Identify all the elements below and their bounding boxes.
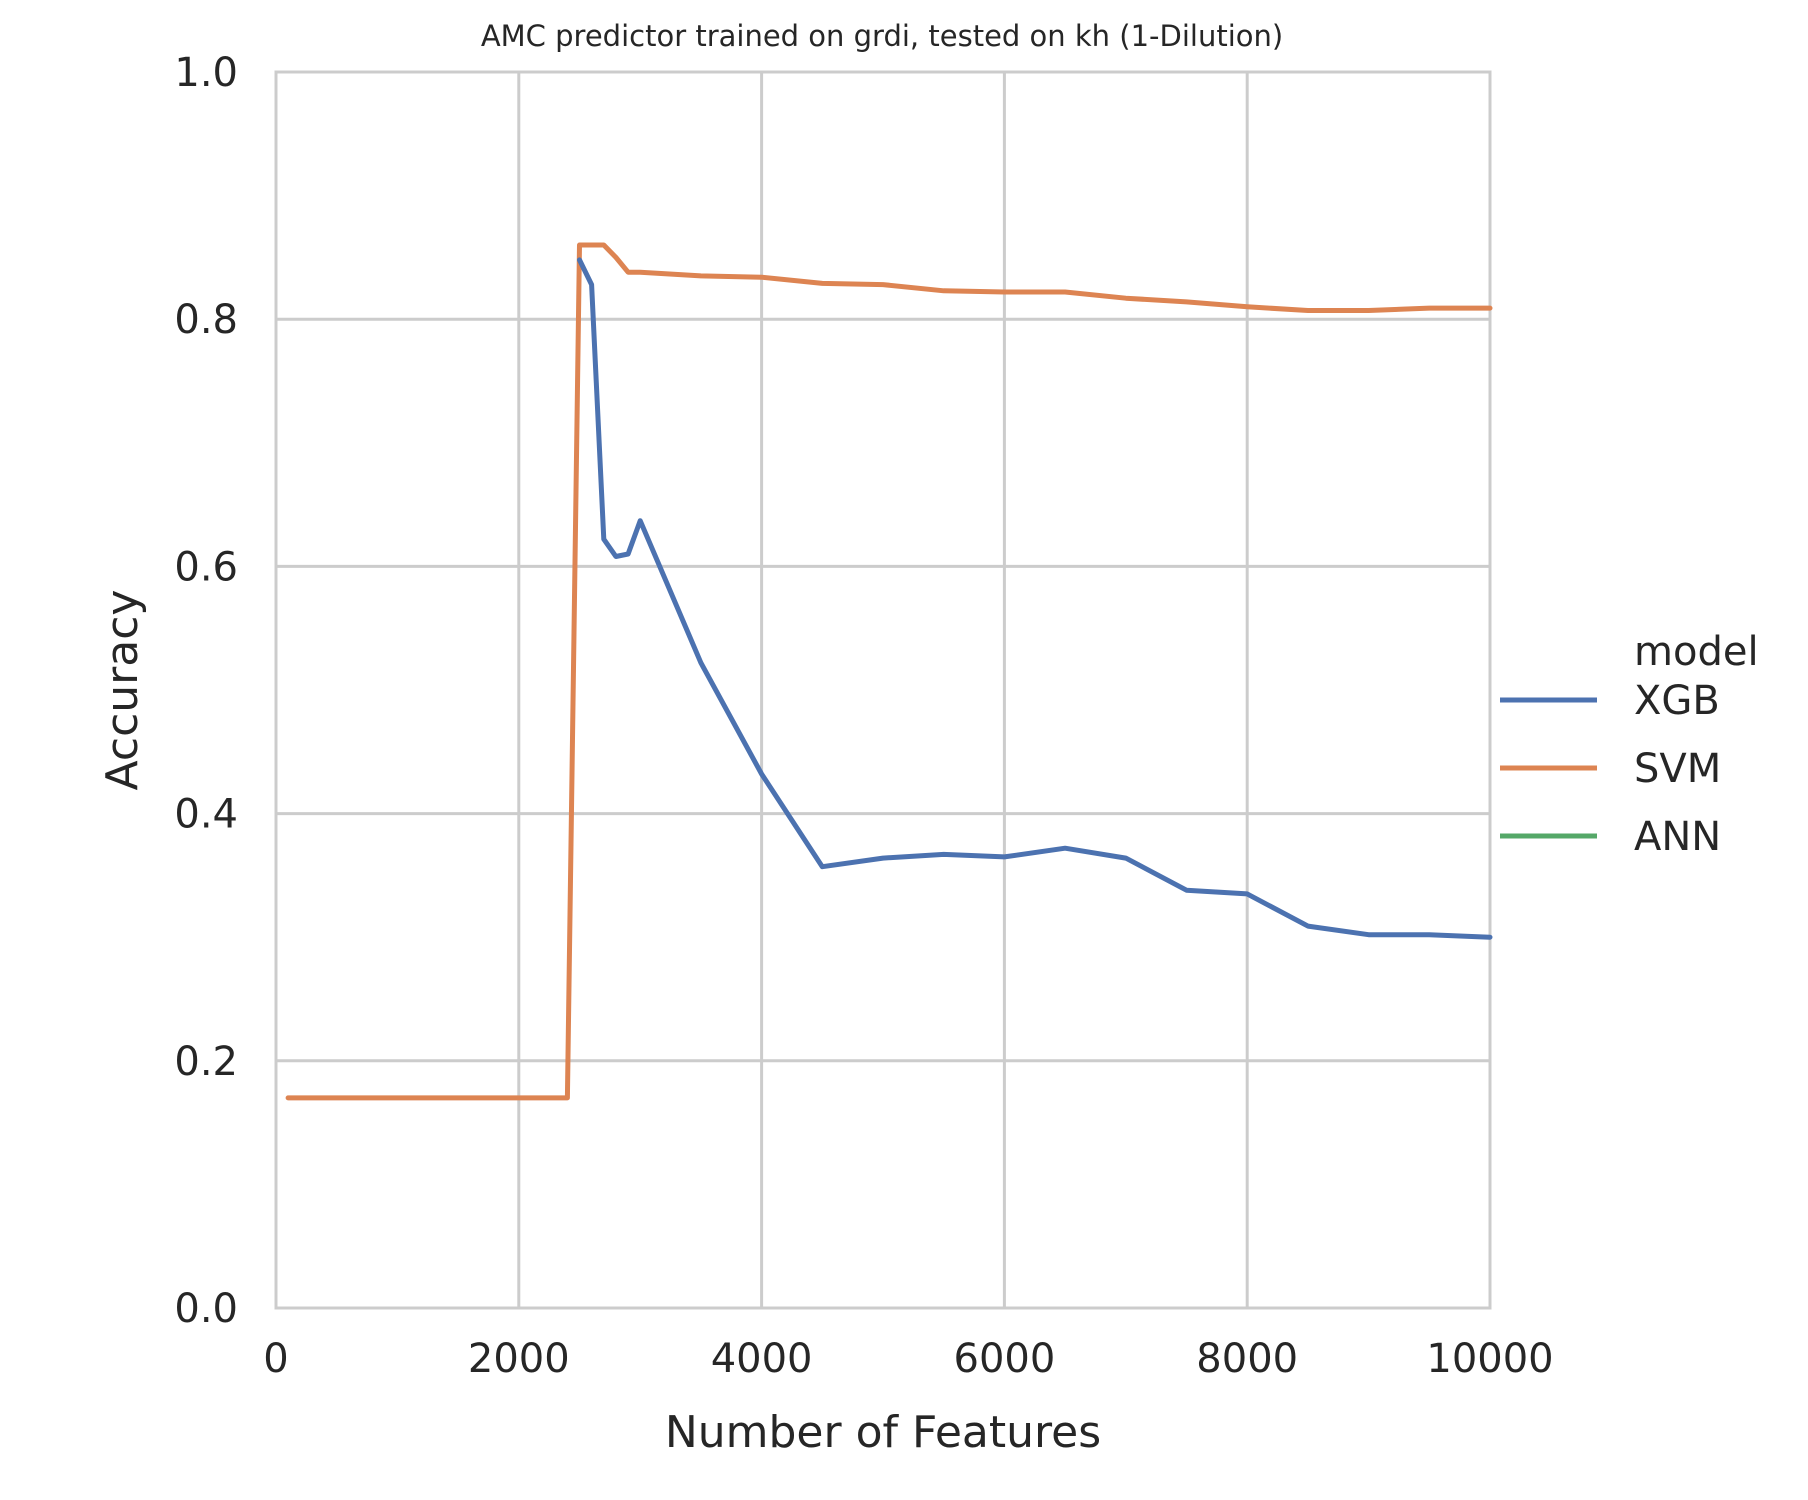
- gridlines: [274, 70, 1492, 1310]
- y-tick-label: 1.0: [174, 50, 238, 96]
- plot-frame: [274, 70, 1492, 1310]
- legend-title: model: [1634, 629, 1759, 675]
- legend-label-xgb: XGB: [1634, 678, 1720, 724]
- series-line-svm: [285, 242, 1493, 1101]
- x-tick-label: 6000: [954, 1336, 1056, 1382]
- y-tick-label: 0.6: [174, 544, 238, 590]
- x-axis-title: Number of Features: [665, 1407, 1101, 1458]
- x-tick-label: 4000: [711, 1336, 813, 1382]
- chart-title: AMC predictor trained on grdi, tested on…: [481, 19, 1283, 53]
- legend: model XGB SVM ANN: [1500, 629, 1759, 860]
- y-tick-label: 0.2: [174, 1039, 238, 1085]
- series-line-xgb: [577, 257, 1493, 940]
- x-tick-label: 8000: [1196, 1336, 1298, 1382]
- y-tick-labels: 0.0 0.2 0.4 0.6 0.8 1.0: [174, 50, 238, 1332]
- x-tick-label: 10000: [1426, 1336, 1553, 1382]
- x-tick-labels: 0 2000 4000 6000 8000 10000: [263, 1336, 1553, 1382]
- y-tick-label: 0.4: [174, 792, 238, 838]
- x-tick-label: 0: [263, 1336, 288, 1382]
- y-tick-label: 0.8: [174, 297, 238, 343]
- y-tick-label: 0.0: [174, 1286, 238, 1332]
- legend-label-svm: SVM: [1634, 746, 1721, 792]
- legend-label-ann: ANN: [1634, 814, 1721, 860]
- x-tick-label: 2000: [468, 1336, 570, 1382]
- y-axis-title: Accuracy: [97, 590, 148, 791]
- series-lines: [285, 242, 1493, 1101]
